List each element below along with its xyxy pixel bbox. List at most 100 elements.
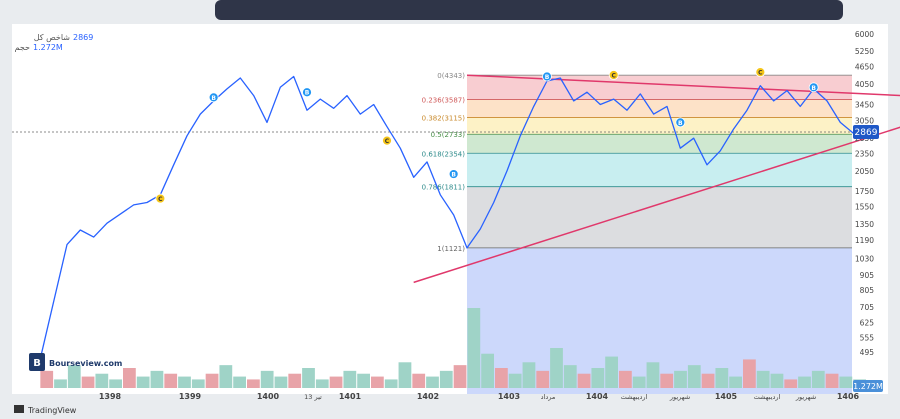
volume-bar: [508, 373, 522, 388]
volume-bar: [205, 373, 219, 388]
x-tick-label: مرداد: [541, 393, 556, 401]
volume-bars: [40, 308, 866, 388]
fibonacci-zones: [467, 75, 852, 394]
y-tick-label: 3450: [855, 101, 874, 110]
y-tick-label: 1350: [855, 220, 874, 229]
volume-bar: [343, 370, 357, 388]
x-tick-label: شهریور: [669, 393, 690, 401]
logo-mark-letter: B: [33, 358, 41, 369]
badge-circle: [608, 70, 619, 80]
badge-letter: B: [451, 172, 456, 179]
pattern-badge-b: B: [208, 92, 219, 103]
x-tick-label: 1404: [586, 392, 609, 401]
badge-letter: C: [611, 72, 616, 79]
volume-bar: [563, 365, 577, 388]
volume-title: حجم: [15, 43, 30, 52]
badge-letter: C: [158, 196, 163, 203]
fib-zone-0.5: [467, 134, 852, 154]
badge-circle: [675, 117, 686, 128]
price-series-line: [39, 75, 868, 359]
badge-letter: B: [678, 120, 683, 127]
volume-bar: [357, 373, 370, 388]
x-tick-label: اردیبهشت: [754, 393, 781, 401]
volume-bar: [136, 376, 150, 388]
volume-bar: [95, 373, 109, 388]
volume-bar: [274, 376, 288, 388]
volume-bar: [109, 379, 122, 388]
symbol-title: شاخص کل: [34, 33, 71, 42]
volume-bar: [619, 370, 632, 388]
volume-bar: [260, 370, 274, 388]
fib-label-1: 1(1121): [437, 245, 465, 253]
fib-zone-0.618: [467, 153, 852, 187]
pattern-badge-b: B: [302, 87, 312, 98]
volume-bar: [219, 365, 233, 388]
volume-bar: [756, 370, 770, 388]
pattern-badge-b: B: [675, 117, 686, 128]
volume-bar: [384, 379, 398, 388]
y-tick-label: 2350: [855, 149, 874, 158]
y-tick-label: 1190: [855, 236, 874, 245]
volume-bar: [481, 353, 494, 388]
volume-bar: [398, 362, 412, 388]
pattern-badge-c: C: [608, 70, 619, 80]
volume-bar: [453, 365, 467, 388]
volume-bar: [426, 376, 439, 388]
y-tick-label: 555: [860, 333, 875, 342]
y-tick-label: 6000: [855, 30, 874, 39]
badge-circle: [808, 82, 819, 93]
volume-badge-value: 1.272M: [853, 382, 883, 391]
y-tick-label: 2050: [855, 167, 874, 176]
badge-letter: B: [811, 85, 816, 92]
fibonacci-labels: 0(4343) 0.236(3587) 0.382(3115) 0.5(2733) 0.…: [422, 72, 852, 253]
symbol-value: 2869: [73, 33, 93, 42]
volume-bar: [632, 376, 646, 388]
volume-bar: [81, 376, 95, 388]
pattern-badge-c: C: [755, 67, 766, 77]
fib-label-0.382: 0.382(3115): [422, 115, 466, 123]
badge-circle: [302, 87, 312, 98]
badge-letter: C: [758, 70, 763, 77]
last-price-badge: [853, 125, 879, 139]
last-price-value: 2869: [855, 128, 878, 138]
volume-bar: [770, 373, 784, 388]
y-tick-label: 905: [860, 271, 875, 280]
volume-bar: [591, 368, 605, 388]
volume-bar: [315, 379, 329, 388]
badge-letter: C: [385, 138, 390, 145]
volume-bar: [687, 365, 701, 388]
y-tick-label: 4050: [855, 80, 874, 89]
pattern-badge-b: B: [448, 169, 459, 179]
badge-circle: [208, 92, 219, 103]
pattern-badge-b: B: [808, 82, 819, 93]
volume-bar: [784, 379, 798, 388]
badge-letter: B: [211, 95, 216, 102]
pattern-badges: C B B C B B C B C B: [155, 67, 819, 204]
x-tick-label: 1402: [417, 392, 439, 401]
x-tick-label: 1405: [715, 392, 738, 401]
volume-bar: [605, 356, 618, 388]
y-tick-label: 5250: [855, 47, 874, 56]
volume-bar: [743, 359, 756, 388]
x-tick-label: 1398: [99, 392, 122, 401]
legend: شاخص کل 2869 حجم 1.272M: [15, 33, 94, 52]
volume-bar: [536, 370, 550, 388]
pattern-badge-c: C: [382, 135, 392, 146]
badge-circle: [755, 67, 766, 77]
fib-zone-0.786: [467, 186, 852, 248]
badge-circle: [155, 193, 166, 204]
y-tick-label: 805: [860, 286, 875, 295]
volume-bar: [288, 373, 302, 388]
x-tick-label: 1399: [179, 392, 202, 401]
badge-circle: [448, 169, 459, 179]
y-tick-label: 495: [860, 348, 875, 357]
y-tick-label: 625: [860, 318, 875, 327]
fib-label-0: 0(4343): [437, 72, 465, 80]
volume-bar: [495, 368, 508, 388]
y-tick-label: 1030: [855, 255, 874, 264]
volume-bar: [123, 368, 136, 388]
volume-bar: [329, 376, 343, 388]
tradingview-label: TradingView: [27, 406, 77, 415]
